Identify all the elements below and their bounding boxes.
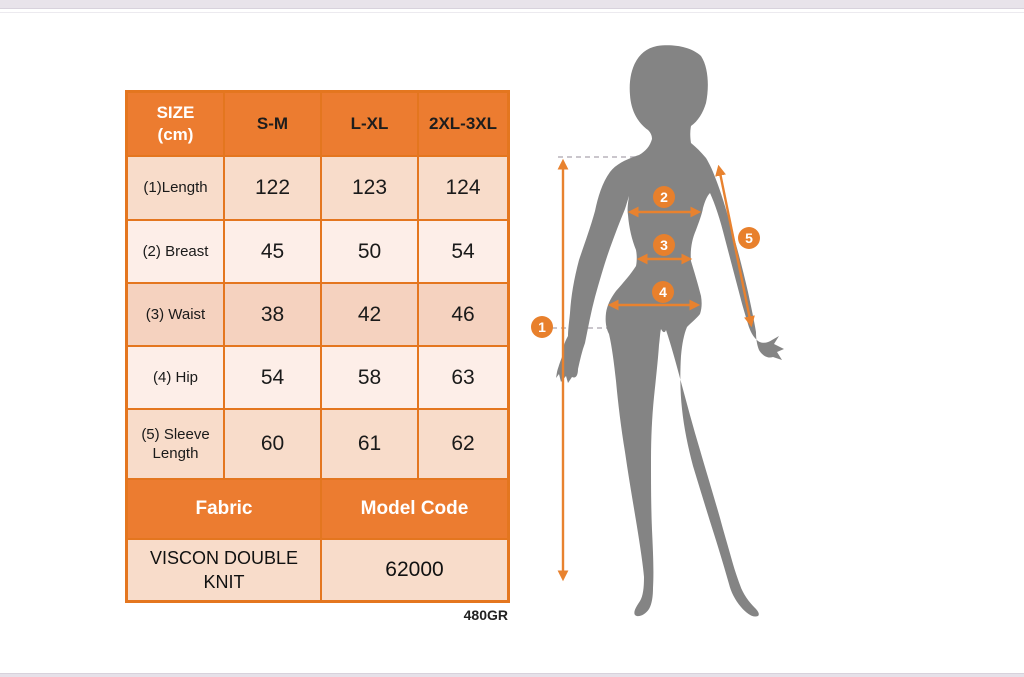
female-silhouette	[556, 45, 784, 617]
fabric-header: Fabric	[128, 480, 320, 538]
top-border-line	[0, 12, 1024, 13]
model-code-header: Model Code	[322, 480, 507, 538]
sleeve-2xl3xl: 62	[419, 410, 507, 478]
fabric-value: VISCON DOUBLE KNIT	[128, 540, 320, 600]
length-sm: 122	[225, 157, 320, 219]
measurement-marker-3: 3	[653, 234, 675, 256]
bottom-border-strip	[0, 673, 1024, 677]
size-table: SIZE (cm) S-M L-XL 2XL-3XL (1)Length 122…	[125, 90, 510, 603]
length-2xl3xl: 124	[419, 157, 507, 219]
hip-sm: 54	[225, 347, 320, 408]
row-label-breast: (2) Breast	[128, 221, 223, 282]
size-unit-header: SIZE (cm)	[128, 93, 223, 155]
column-header-2xl3xl: 2XL-3XL	[419, 93, 507, 155]
row-label-sleeve-length: (5) Sleeve Length	[128, 410, 223, 478]
breast-2xl3xl: 54	[419, 221, 507, 282]
sleeve-lxl: 61	[322, 410, 417, 478]
waist-lxl: 42	[322, 284, 417, 345]
length-lxl: 123	[322, 157, 417, 219]
row-label-waist: (3) Waist	[128, 284, 223, 345]
row-label-hip: (4) Hip	[128, 347, 223, 408]
column-header-sm: S-M	[225, 93, 320, 155]
column-header-lxl: L-XL	[322, 93, 417, 155]
sleeve-sm: 60	[225, 410, 320, 478]
weight-note: 480GR	[463, 607, 508, 623]
waist-2xl3xl: 46	[419, 284, 507, 345]
measurement-marker-2: 2	[653, 186, 675, 208]
row-label-length: (1)Length	[128, 157, 223, 219]
top-border-strip	[0, 0, 1024, 9]
model-code-value: 62000	[322, 540, 507, 600]
breast-lxl: 50	[322, 221, 417, 282]
measurement-figure	[552, 45, 784, 617]
waist-sm: 38	[225, 284, 320, 345]
measurement-marker-5: 5	[738, 227, 760, 249]
hip-2xl3xl: 63	[419, 347, 507, 408]
breast-sm: 45	[225, 221, 320, 282]
measurement-marker-1: 1	[531, 316, 553, 338]
hip-lxl: 58	[322, 347, 417, 408]
measurement-marker-4: 4	[652, 281, 674, 303]
sleeve-arrow	[715, 164, 755, 328]
